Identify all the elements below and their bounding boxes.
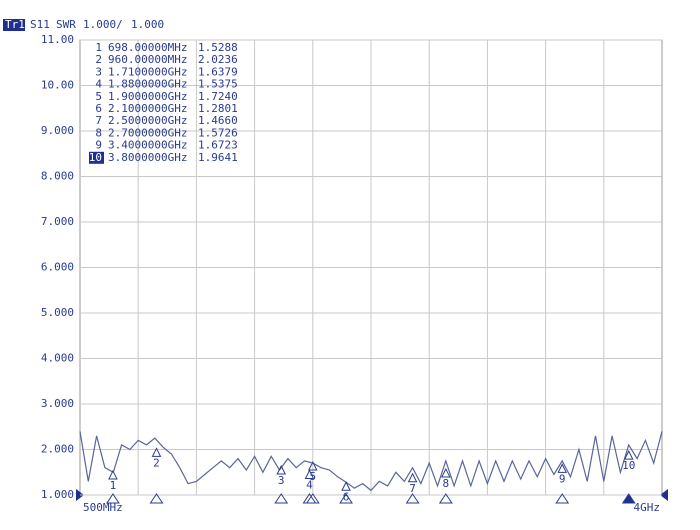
marker-table-frequency: 2.1000000GHz [108,102,187,115]
marker-label: 2 [153,456,160,469]
marker-table-id: 6 [95,102,102,115]
marker-triangle [151,447,162,457]
marker-label: 7 [409,482,416,495]
marker-table-id: 9 [95,139,102,152]
marker-triangle [341,481,351,491]
marker-table-id: 7 [95,114,102,127]
stimulus-triangle [305,493,320,504]
y-tick-label: 8.000 [41,170,74,183]
marker-label: 4 [306,479,313,492]
marker-table-value: 2.0236 [198,53,238,66]
marker-triangle [108,469,118,480]
marker-label: 3 [278,474,285,487]
trace-param: S11 [30,18,50,31]
marker-table-value: 1.2801 [198,102,238,115]
stimulus-triangle [274,493,289,504]
marker-table-frequency: 1.8800000GHz [108,78,187,91]
marker-table-id: 3 [95,65,102,78]
marker-table-id: 1 [95,41,102,54]
marker-table-value: 1.6379 [198,65,238,78]
trace-line [79,431,663,492]
marker-label: 10 [622,459,635,472]
marker-table-id: 5 [95,90,102,103]
y-tick-label: 10.00 [41,79,74,92]
marker-label: 1 [110,479,117,492]
trace-format: SWR [56,18,76,31]
y-tick-label: 6.000 [41,261,74,274]
marker-triangle [441,467,451,478]
trace-badge [3,19,25,31]
active-marker-badge [89,151,104,164]
stimulus-triangle [405,493,420,504]
y-tick-label: 1.000 [41,488,74,501]
marker-table-id: 4 [95,78,102,91]
marker-table-id: 8 [95,126,102,139]
marker-table-frequency: 3.8000000GHz [108,151,187,164]
ref-arrow-right [660,489,668,501]
marker-table-value: 1.5375 [198,78,238,91]
marker-triangle [557,463,568,473]
stimulus-triangle [438,493,453,504]
marker-triangle [307,460,318,471]
marker-table-value: 1.7240 [198,90,238,103]
marker-triangle [407,472,418,483]
marker-table-frequency: 1.7100000GHz [108,65,187,78]
marker-table-frequency: 2.5000000GHz [108,114,187,127]
marker-table-frequency: 1.9000000GHz [108,90,187,103]
marker-label: 9 [559,472,566,485]
trace-ref: 1.000 [131,18,164,31]
marker-label: 5 [309,470,316,483]
trace-name: Tr1 [5,18,25,31]
marker-triangle [276,464,287,475]
y-tick-label: 11.00 [41,33,74,46]
stimulus-triangle [339,493,353,504]
marker-label: 8 [443,477,450,490]
stimulus-triangle [149,493,164,504]
y-tick-label: 3.000 [41,397,74,410]
marker-table-value: 1.9641 [198,151,238,164]
trace-scale: 1.000/ [83,18,123,31]
marker-table-value: 1.6723 [198,139,238,152]
stimulus-triangle [105,493,120,504]
y-tick-label: 5.000 [41,306,74,319]
marker-table-value: 1.5288 [198,41,238,54]
marker-table-frequency: 960.00000MHz [108,53,187,66]
x-tick-label: 500MHz [83,501,123,514]
marker-table-frequency: 2.7000000GHz [108,126,187,139]
stimulus-triangle [555,493,570,504]
y-tick-label: 9.000 [41,124,74,137]
marker-table-value: 1.4660 [198,114,238,127]
x-tick-label: 4GHz [634,501,661,514]
stimulus-triangle [621,493,636,504]
marker-label: 6 [343,490,350,503]
marker-table-id: 10 [89,151,102,164]
marker-table-frequency: 3.4000000GHz [108,139,187,152]
marker-table-frequency: 698.00000MHz [108,41,187,54]
marker-table-value: 1.5726 [198,126,238,139]
y-tick-label: 4.000 [41,352,74,365]
marker-triangle [304,469,315,480]
y-tick-label: 2.000 [41,443,74,456]
y-tick-label: 7.000 [41,215,74,228]
marker-table-id: 2 [95,53,102,66]
marker-triangle [623,450,634,460]
